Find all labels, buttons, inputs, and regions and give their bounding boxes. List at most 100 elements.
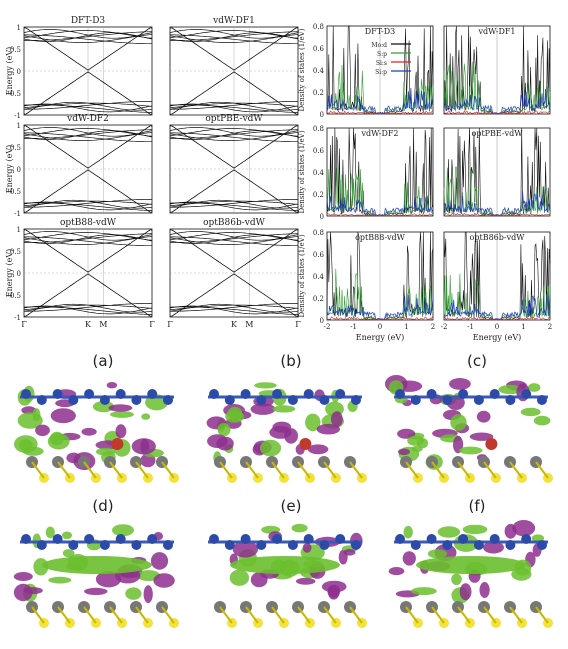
accumulation-lobe [254,382,277,389]
dos-ytick: 0.6 [313,147,325,155]
substrate-bond [297,606,311,624]
carbon-atom [147,534,158,544]
substrate-bond [405,606,419,624]
dos-series-sis [326,212,434,217]
band-line [24,101,152,110]
depletion-lobe [469,432,494,441]
band-line [170,132,298,143]
depletion-lobe [35,424,50,436]
density-image-3: (d) [13,497,179,628]
band-line [169,305,299,315]
accumulation-lobe [217,423,231,437]
depletion-lobe [272,421,292,433]
band-ytick: 1 [17,24,21,32]
dos-plot-0: DFT-D3 0.8 0.6 0.4 0.2 0 Density of states (1/… [298,23,434,119]
accumulation-lobe [450,414,467,431]
density-image-2: (c) [385,352,553,483]
dos-series-sip [326,195,434,216]
depletion-lobe [108,404,133,412]
accumulation-lobe [229,569,250,586]
band-line [170,236,298,247]
band-line [23,200,153,207]
substrate-bond [83,606,97,624]
accumulation-lobe [92,401,115,413]
depletion-lobe [106,382,118,389]
mo-atom [299,438,312,450]
depletion-lobe [479,582,490,598]
accumulation-lobe [125,587,142,600]
band-ytick: -1 [14,210,21,218]
band-line [169,132,299,141]
band-line [169,30,299,39]
band-line [23,201,153,211]
band-line [24,303,152,312]
substrate-bond [161,461,175,479]
carbon-atom [68,395,79,405]
dos-ylabel: Density of states (1/eV) [298,28,306,111]
depletion-lobe [250,403,276,415]
band-kpoint-label: Γ [295,320,301,329]
depletion-lobe [343,549,356,556]
band-line [169,232,299,241]
density-subfig-label: (a) [93,352,114,370]
band-ytick: 0.5 [10,248,21,256]
band-title: optPBE-vdW [205,114,263,124]
substrate-bond [405,461,419,479]
carbon-atom [52,534,63,544]
band-line [23,132,153,141]
depletion-lobe [483,541,504,554]
dos-title: optPBE-vdW [472,129,524,138]
carbon-atom [537,540,547,550]
dos-xtick: 1 [404,323,408,331]
band-line [169,200,299,207]
band-line [169,201,299,211]
density-image-5: (f) [388,497,553,628]
carbon-atom [52,389,63,399]
dos-ytick: 0.4 [313,67,325,75]
band-title: optB86b-vdW [203,218,266,228]
accumulation-lobe [62,549,75,558]
carbon-atom [395,534,405,544]
accumulation-lobe [48,576,72,584]
band-ytick: 0.5 [10,144,21,152]
band-line [170,129,298,139]
carbon-atom [473,395,484,405]
dos-title: DFT-D3 [365,27,395,36]
band-line [23,306,153,315]
density-subfig-label: (c) [467,352,487,370]
band-line [169,103,299,113]
dos-title: optB88-vdW [355,233,406,242]
band-title: vdW-DF2 [66,114,109,124]
substrate-bond [57,606,71,624]
band-line [23,304,153,311]
dos-series-sip [443,88,551,114]
band-title: vdW-DF1 [212,16,255,26]
substrate-bond [483,461,497,479]
substrate-bond [323,606,337,624]
band-line [23,30,153,39]
accumulation-lobe [22,446,44,456]
carbon-atom [131,395,142,405]
substrate-bond [349,606,363,624]
dos-ytick: 0.8 [313,229,324,237]
dos-series-sip [326,87,434,114]
accumulation-lobe [112,524,134,537]
carbon-atom [319,395,330,405]
band-line [23,104,153,113]
carbon-atom [99,540,110,550]
depletion-lobe [143,585,153,603]
dos-xlabel: Energy (eV) [473,333,522,342]
depletion-lobe [476,410,491,423]
accumulation-lobe [520,407,541,417]
depletion-lobe [284,428,298,444]
band-plot-4: optB88-vdW 1 0.5 0 -0.5 -1 Energy (eV) Γ K M Γ [5,218,155,329]
carbon-atom [99,395,110,405]
carbon-atom [240,389,251,399]
depletion-lobe [296,577,316,585]
substrate-bond [457,461,471,479]
band-title: DFT-D3 [71,16,106,26]
carbon-atom [256,540,267,550]
depletion-lobe [13,583,33,602]
depletion-lobe [512,520,536,537]
